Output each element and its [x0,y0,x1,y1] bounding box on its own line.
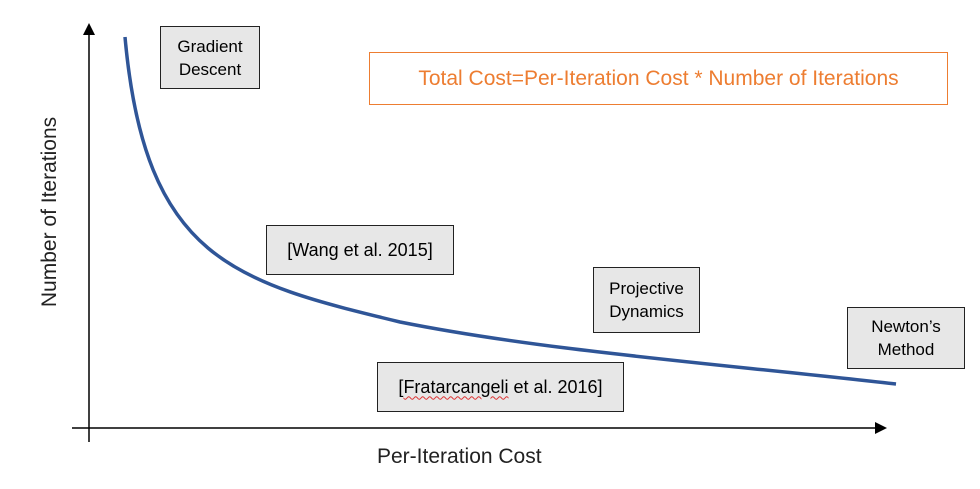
fratarcangeli-label: [Fratarcangeli et al. 2016] [398,376,602,399]
total-cost-formula: Total Cost=Per-Iteration Cost * Number o… [369,52,948,105]
fratarcangeli-rest: et al. 2016] [508,376,603,397]
fratarcangeli-bracket: [ [398,376,404,397]
wang-box: [Wang et al. 2015] [266,225,454,275]
newton-line-1: Newton’s [871,317,941,336]
fratarcangeli-name: Fratarcangeli [403,376,509,397]
y-axis-label: Number of Iterations [38,116,61,308]
tradeoff-curve [123,36,897,386]
newton-line-2: Method [877,340,935,359]
x-axis-label: Per-Iteration Cost [377,445,542,468]
projective-dynamics-line-2: Dynamics [609,302,684,321]
projective-dynamics-line-1: Projective [609,279,684,298]
gradient-descent-line-2: Descent [178,59,242,79]
newton-box: Newton’s Method [847,307,965,369]
wang-label: [Wang et al. 2015] [287,239,433,260]
formula-text: Total Cost=Per-Iteration Cost * Number o… [418,66,899,90]
projective-dynamics-box: Projective Dynamics [593,267,700,333]
gradient-descent-line-1: Gradient [177,36,243,56]
fratarcangeli-box: [Fratarcangeli et al. 2016] [377,362,624,412]
gradient-descent-box: Gradient Descent [160,26,260,89]
